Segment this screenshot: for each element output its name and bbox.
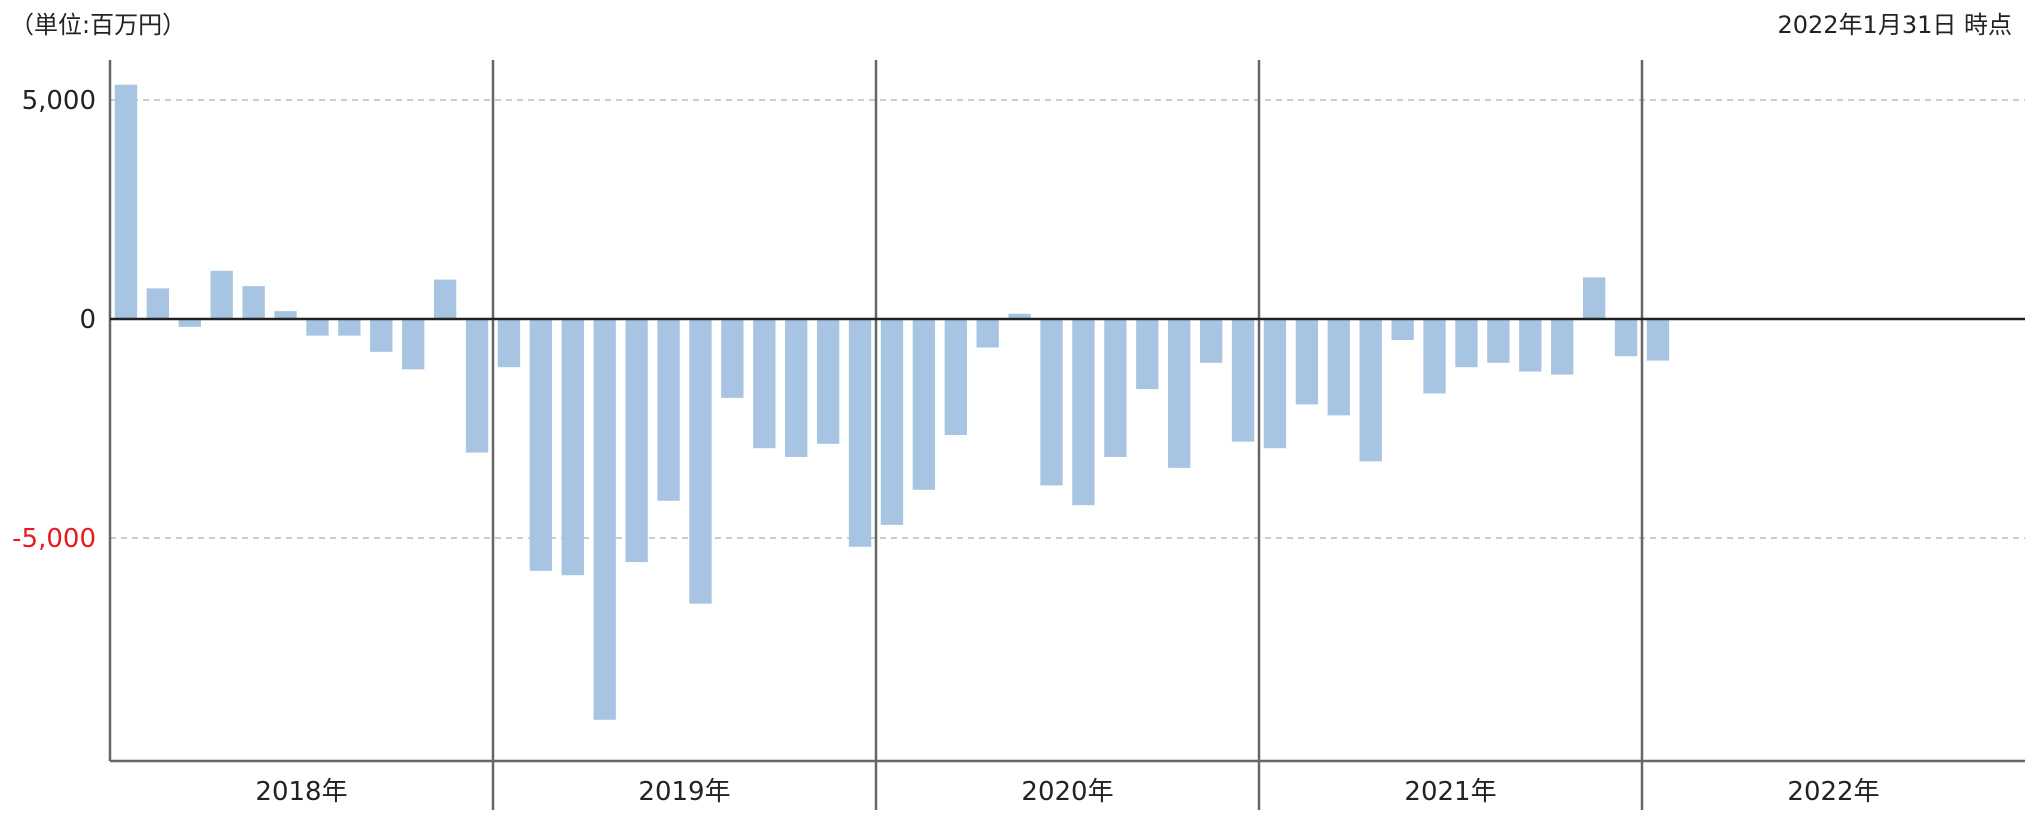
x-tick-label: 2018年 — [255, 777, 347, 807]
y-tick-label: 0 — [79, 305, 96, 335]
y-tick-label: -5,000 — [12, 524, 96, 554]
bar — [274, 311, 297, 319]
bar — [114, 84, 138, 319]
bar — [1136, 319, 1159, 390]
x-tick-label: 2022年 — [1787, 777, 1879, 807]
bar — [1231, 319, 1255, 442]
bar — [816, 319, 840, 444]
bar — [625, 319, 648, 563]
bar — [1295, 319, 1319, 405]
bar — [1582, 277, 1606, 319]
bar — [1168, 319, 1191, 468]
bars — [114, 84, 1670, 720]
axes — [108, 60, 2025, 810]
bar — [1327, 319, 1350, 416]
bar — [1391, 319, 1414, 341]
bar — [848, 319, 872, 547]
bar — [1455, 319, 1478, 368]
bar — [1359, 319, 1382, 462]
bar — [338, 319, 361, 336]
bar — [976, 319, 999, 348]
bar — [242, 286, 265, 319]
bar — [529, 319, 553, 571]
bar — [1199, 319, 1223, 363]
bar — [178, 319, 201, 327]
bar — [593, 319, 616, 720]
bar — [146, 288, 170, 319]
x-tick-label: 2021年 — [1404, 777, 1496, 807]
bar — [561, 319, 584, 576]
bar — [689, 319, 712, 604]
as-of-date: 2022年1月31日 時点 — [1777, 11, 2012, 39]
bar — [1263, 319, 1287, 449]
y-tick-label: 5,000 — [22, 86, 96, 116]
bar — [497, 319, 521, 368]
bar — [1040, 319, 1063, 486]
bar — [1008, 313, 1031, 319]
x-tick-label: 2019年 — [638, 777, 730, 807]
grid-lines — [110, 99, 2025, 539]
bar — [944, 319, 967, 436]
bar — [306, 319, 329, 336]
bar — [210, 270, 233, 319]
bar — [402, 319, 425, 370]
bar — [1487, 319, 1510, 363]
bar — [1104, 319, 1127, 457]
bar — [753, 319, 776, 449]
bar — [1072, 319, 1095, 506]
axis-labels: 5,000 0 -5,000 2018年 2019年 2020年 2021年 2022年 — [12, 86, 1879, 807]
bar — [433, 279, 457, 319]
bar — [1423, 319, 1446, 394]
bar — [1551, 319, 1574, 375]
bar — [912, 319, 936, 490]
unit-label: （単位:百万円） — [10, 11, 186, 39]
bar — [657, 319, 680, 501]
bar — [1519, 319, 1542, 372]
bar — [880, 319, 904, 525]
bar — [465, 319, 489, 453]
bar — [1646, 319, 1670, 361]
bar — [1614, 319, 1638, 357]
bar — [721, 319, 744, 398]
x-tick-label: 2020年 — [1021, 777, 1113, 807]
bar — [370, 319, 393, 352]
bar — [785, 319, 808, 457]
